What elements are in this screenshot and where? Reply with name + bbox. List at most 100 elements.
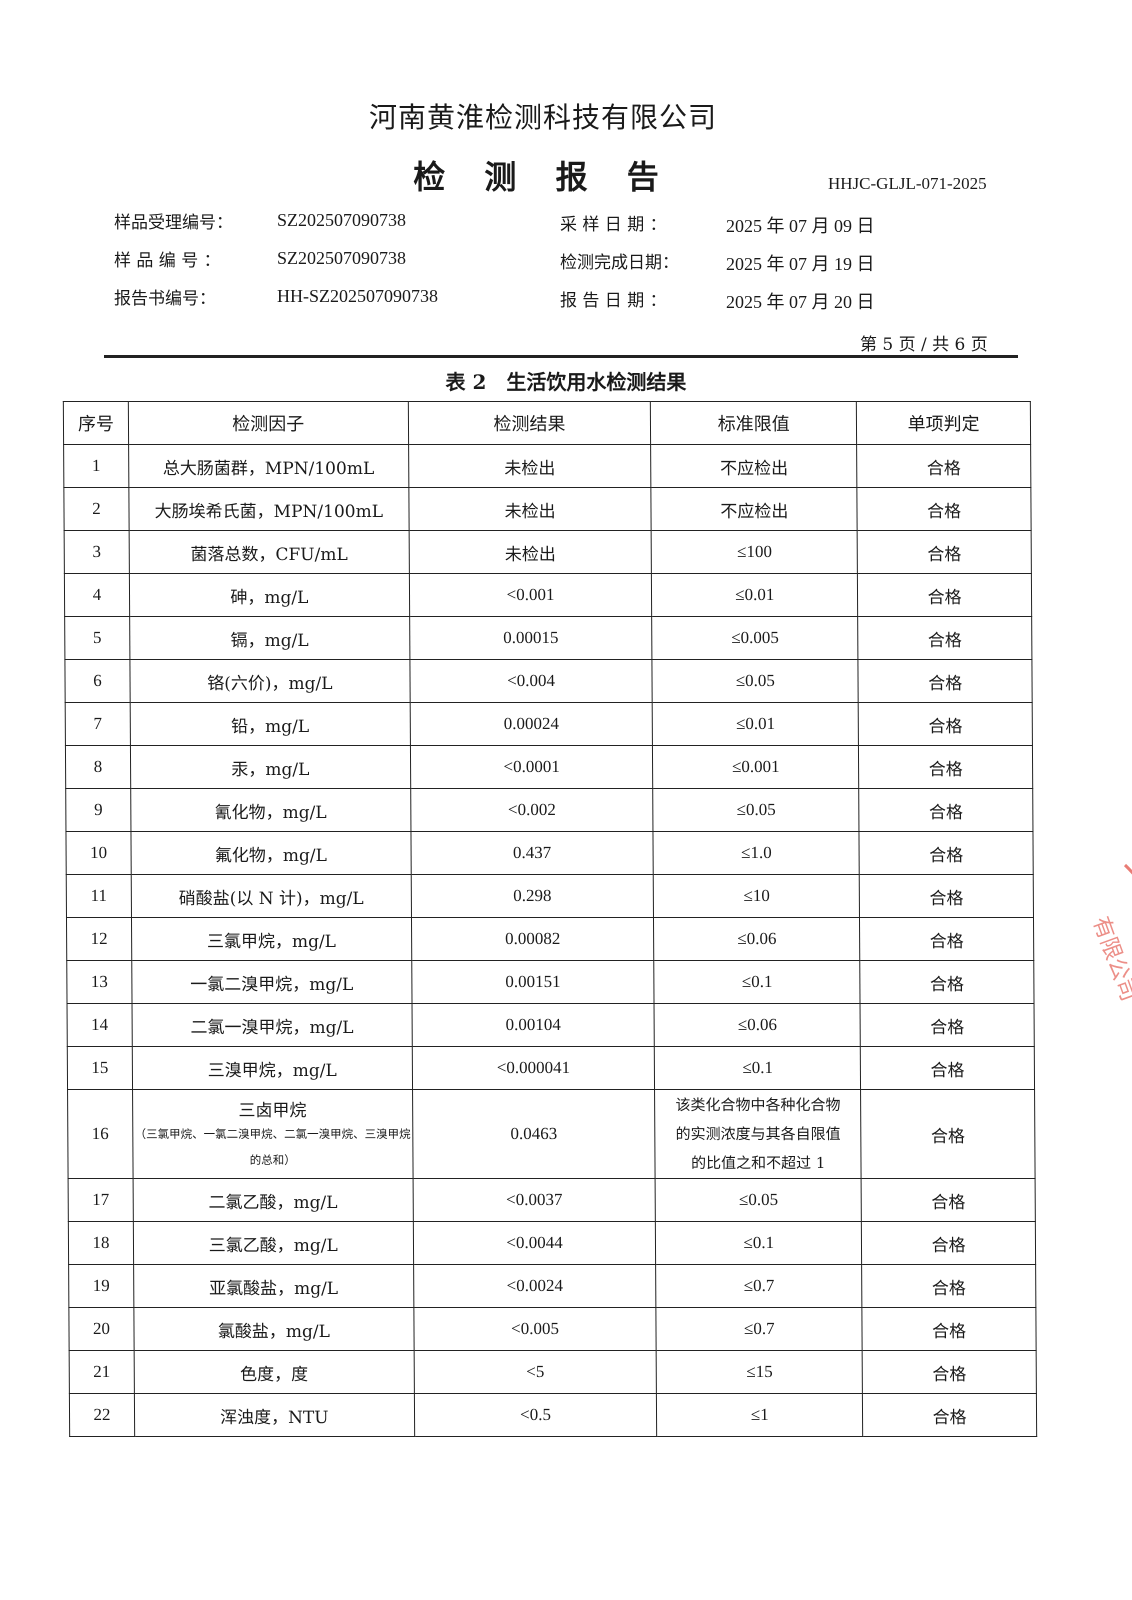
standard-limit: ≤100 (651, 530, 858, 574)
row-no: 17 (68, 1178, 134, 1222)
judgement: 合格 (859, 917, 1034, 961)
row-no: 20 (68, 1307, 135, 1351)
test-item: 氟化物，mg/L (130, 831, 411, 875)
test-result: 未检出 (408, 444, 652, 488)
report-no-label: 报告书编号： (114, 289, 216, 309)
row-no: 19 (68, 1264, 134, 1308)
standard-limit: ≤0.01 (651, 573, 858, 617)
row-no: 11 (66, 874, 132, 918)
standard-limit: ≤0.05 (655, 1178, 862, 1222)
row-no: 13 (66, 960, 132, 1004)
judgement: 合格 (857, 616, 1032, 660)
test-item: 亚氯酸盐，mg/L (133, 1264, 414, 1308)
standard-limit: 不应检出 (651, 444, 858, 488)
limit-line: 的实测浓度与其各自限值 (675, 1124, 841, 1143)
test-result: <0.004 (409, 659, 653, 703)
table-row: 14 二氯一溴甲烷，mg/L 0.00104 ≤0.06 合格 (67, 1003, 1035, 1047)
standard-limit: ≤0.1 (654, 960, 861, 1004)
judgement: 合格 (861, 1264, 1036, 1308)
test-item: 三氯乙酸，mg/L (133, 1221, 414, 1265)
test-item: 一氯二溴甲烷，mg/L (131, 960, 412, 1004)
test-result: 0.298 (410, 874, 654, 918)
judgement: 合格 (858, 659, 1033, 703)
test-result: 0.00104 (411, 1003, 655, 1047)
row-no: 21 (69, 1350, 135, 1394)
table-row: 17 二氯乙酸，mg/L <0.0037 ≤0.05 合格 (68, 1178, 1036, 1222)
test-result: 0.00024 (409, 702, 653, 746)
test-item: 汞，mg/L (130, 745, 411, 789)
row-no: 4 (64, 573, 130, 617)
standard-limit: ≤10 (653, 874, 860, 918)
test-result: <0.5 (414, 1393, 658, 1437)
test-item: 大肠埃希氏菌，MPN/100mL (128, 487, 409, 531)
table-row: 22 浑浊度，NTU <0.5 ≤1 合格 (69, 1393, 1037, 1437)
table-caption: 表 2 生活饮用水检测结果 (445, 370, 687, 394)
header-limit: 标准限值 (650, 401, 857, 445)
table-row: 9 氰化物，mg/L <0.002 ≤0.05 合格 (65, 788, 1033, 832)
company-name: 河南黄淮检测科技有限公司 (368, 101, 717, 134)
test-result: 0.437 (410, 831, 654, 875)
test-item: 浑浊度，NTU (134, 1393, 415, 1437)
test-item: 铅，mg/L (130, 702, 411, 746)
standard-limit: 该类化合物中各种化合物 的实测浓度与其各自限值 的比值之和不超过 1 (654, 1089, 862, 1179)
test-item: 总大肠菌群，MPN/100mL (128, 444, 409, 488)
test-item: 砷，mg/L (129, 573, 410, 617)
table-header-row: 序号 检测因子 检测结果 标准限值 单项判定 (63, 401, 1031, 445)
report-code: HHJC-GLJL-071-2025 (828, 174, 987, 193)
header-judgement: 单项判定 (856, 401, 1031, 445)
judgement: 合格 (862, 1393, 1037, 1437)
test-result: <0.0044 (413, 1221, 657, 1265)
sample-accept-no-label: 样品受理编号： (114, 213, 233, 233)
standard-limit: ≤0.06 (653, 917, 860, 961)
table-row: 19 亚氯酸盐，mg/L <0.0024 ≤0.7 合格 (68, 1264, 1036, 1308)
test-item: 三氯甲烷，mg/L (131, 917, 412, 961)
test-item: 铬(六价)，mg/L (129, 659, 410, 703)
row-no: 18 (68, 1221, 134, 1265)
judgement: 合格 (857, 573, 1032, 617)
test-result: <0.0001 (410, 745, 654, 789)
header-no: 序号 (63, 401, 129, 445)
row-no: 9 (65, 788, 131, 832)
sample-accept-no: SZ202507090738 (277, 210, 407, 230)
test-result: 未检出 (408, 530, 652, 574)
row-no: 8 (65, 745, 131, 789)
judgement: 合格 (860, 1003, 1035, 1047)
report-date: 2025 年 07 月 20 日 (726, 292, 875, 312)
table-row: 1 总大肠菌群，MPN/100mL 未检出 不应检出 合格 (63, 444, 1031, 488)
standard-limit: ≤0.7 (656, 1307, 863, 1351)
test-done-label: 检测完成日期： (560, 253, 679, 273)
header-item: 检测因子 (128, 401, 409, 445)
table-row: 2 大肠埃希氏菌，MPN/100mL 未检出 不应检出 合格 (63, 487, 1032, 531)
table-row: 15 三溴甲烷，mg/L <0.000041 ≤0.1 合格 (67, 1046, 1035, 1090)
standard-limit: ≤1.0 (653, 831, 860, 875)
test-result: <0.001 (409, 573, 653, 617)
row-no: 16 (67, 1089, 134, 1179)
test-item: 菌落总数，CFU/mL (129, 530, 410, 574)
judgement: 合格 (857, 530, 1032, 574)
test-result: <0.002 (410, 788, 654, 832)
standard-limit: ≤0.001 (652, 745, 859, 789)
table-row: 12 三氯甲烷，mg/L 0.00082 ≤0.06 合格 (66, 917, 1034, 961)
test-result: <0.000041 (411, 1046, 655, 1090)
judgement: 合格 (858, 745, 1033, 789)
test-item: 三溴甲烷，mg/L (132, 1046, 413, 1090)
judgement: 合格 (860, 1089, 1036, 1179)
standard-limit: ≤15 (656, 1350, 863, 1394)
test-item: 二氯乙酸，mg/L (133, 1178, 414, 1222)
judgement: 合格 (861, 1178, 1036, 1222)
test-item: 镉，mg/L (129, 616, 410, 660)
table-row: 8 汞，mg/L <0.0001 ≤0.001 合格 (65, 745, 1033, 789)
test-item: 色度，度 (134, 1350, 415, 1394)
standard-limit: ≤0.06 (654, 1003, 861, 1047)
standard-limit: ≤0.7 (656, 1264, 863, 1308)
limit-line: 的比值之和不超过 1 (691, 1153, 826, 1172)
judgement: 合格 (857, 487, 1032, 531)
standard-limit: ≤0.005 (652, 616, 859, 660)
results-table: 序号 检测因子 检测结果 标准限值 单项判定 1 总大肠菌群，MPN/100mL 未… (63, 401, 1037, 1437)
test-result: 0.00151 (411, 960, 655, 1004)
judgement: 合格 (856, 444, 1031, 488)
row-no: 1 (63, 444, 129, 488)
row-no: 14 (67, 1003, 133, 1047)
judgement: 合格 (859, 831, 1034, 875)
standard-limit: ≤1 (656, 1393, 863, 1437)
